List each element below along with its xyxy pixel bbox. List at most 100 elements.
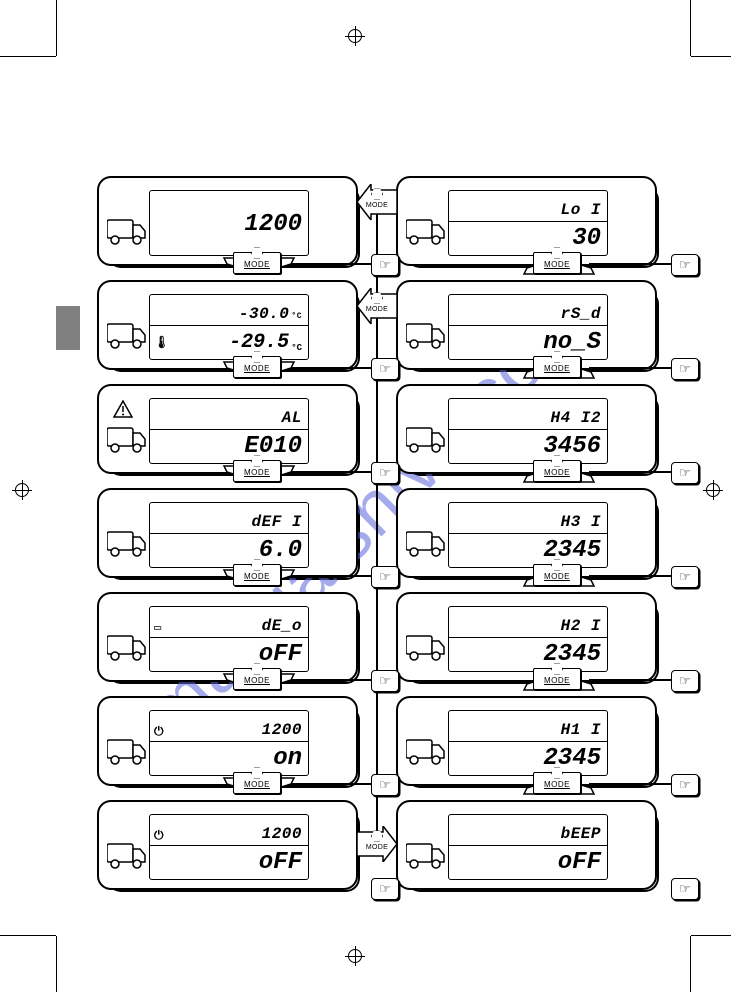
lcd-top-row: Lo I xyxy=(453,195,601,219)
lcd-screen: H4 I2 3456 xyxy=(448,398,608,464)
lcd-bottom-row: oFF xyxy=(453,847,601,877)
lcd-screen: ▭dE_ooFF xyxy=(149,606,309,672)
lcd-top-row: rS_d xyxy=(453,299,601,323)
registration-mark xyxy=(12,480,32,500)
display-panel: AL E010 xyxy=(97,384,358,474)
hand-pointer-button[interactable]: ☞ xyxy=(671,670,699,692)
lcd-bottom-text: 2345 xyxy=(543,641,601,668)
display-panel: ⏻1200 on xyxy=(97,696,358,786)
hand-pointer-button[interactable]: ☞ xyxy=(671,462,699,484)
hand-pointer-button[interactable]: ☞ xyxy=(371,878,399,900)
hand-pointer-button[interactable]: ☞ xyxy=(671,774,699,796)
lcd-screen: ⏻1200 oFF xyxy=(149,814,309,880)
lcd-top-text: AL xyxy=(282,409,302,427)
mode-button[interactable]: MODE xyxy=(533,772,581,794)
lcd-top-row: ⏻1200 xyxy=(154,715,302,739)
lcd-top-text: 1200 xyxy=(262,721,302,739)
lcd-screen: -30.0°C🌡-29.5°C xyxy=(149,294,309,360)
lcd-screen: ⏻1200 on xyxy=(149,710,309,776)
hand-pointer-button[interactable]: ☞ xyxy=(671,254,699,276)
connector-line xyxy=(289,783,371,785)
crop-mark xyxy=(0,56,56,57)
connector-line xyxy=(289,367,371,369)
display-panel: bEEP oFF xyxy=(396,800,657,890)
lcd-bottom-row: oFF xyxy=(154,639,302,669)
page-tab xyxy=(56,306,80,350)
lcd-bottom-row: 3456 xyxy=(453,431,601,461)
lcd-bottom-text: no_S xyxy=(543,329,601,356)
mode-button[interactable]: MODE xyxy=(533,668,581,690)
lcd-top-text: dEF I xyxy=(251,513,302,531)
lcd-bottom-row: 2345 xyxy=(453,743,601,773)
hand-pointer-button[interactable]: ☞ xyxy=(671,878,699,900)
lcd-top-text: -30.0 xyxy=(239,305,290,323)
lcd-top-row: ⏻1200 xyxy=(154,819,302,843)
crop-mark xyxy=(690,936,691,992)
lcd-top-row: H4 I2 xyxy=(453,403,601,427)
lcd-top-row: H3 I xyxy=(453,507,601,531)
hand-pointer-button[interactable]: ☞ xyxy=(371,566,399,588)
lcd-screen: Lo I 30 xyxy=(448,190,608,256)
lcd-screen: H3 I 2345 xyxy=(448,502,608,568)
hand-pointer-button[interactable]: ☞ xyxy=(671,358,699,380)
lcd-bottom-text: 30 xyxy=(572,225,601,252)
lcd-bottom-row: E010 xyxy=(154,431,302,461)
crop-mark xyxy=(691,56,731,57)
lcd-top-row: bEEP xyxy=(453,819,601,843)
crop-mark xyxy=(691,935,731,936)
mode-button[interactable]: MODE xyxy=(233,356,281,378)
connector-line xyxy=(589,471,671,473)
lcd-bottom-text: oFF xyxy=(259,641,302,668)
lcd-top-row: H1 I xyxy=(453,715,601,739)
lcd-bottom-text: oFF xyxy=(558,849,601,876)
mode-button[interactable]: MODE xyxy=(233,564,281,586)
lcd-screen: 1200 xyxy=(149,190,309,256)
lcd-bottom-text: E010 xyxy=(244,433,302,460)
display-panel: -30.0°C🌡-29.5°C xyxy=(97,280,358,370)
lcd-bottom-row: oFF xyxy=(154,847,302,877)
lcd-bottom-text: on xyxy=(273,745,302,772)
hand-pointer-button[interactable]: ☞ xyxy=(371,462,399,484)
hand-pointer-button[interactable]: ☞ xyxy=(371,774,399,796)
display-panel: H4 I2 3456 xyxy=(396,384,657,474)
connector-line xyxy=(589,679,671,681)
diagram-stage: 1200 -30.0°C🌡-29.5°C AL E010 dEF I6.0 ▭dE_ooF… xyxy=(97,176,657,890)
mode-button[interactable]: MODE xyxy=(533,460,581,482)
hand-pointer-button[interactable]: ☞ xyxy=(371,670,399,692)
lcd-bottom-row: 2345 xyxy=(453,535,601,565)
mode-button[interactable]: MODE xyxy=(233,668,281,690)
connector-line xyxy=(289,471,371,473)
mode-arrow-left: MODE xyxy=(355,288,399,324)
display-panel: rS_d no_S xyxy=(396,280,657,370)
mode-button[interactable]: MODE xyxy=(233,252,281,274)
connector-line xyxy=(289,263,371,265)
hand-pointer-button[interactable]: ☞ xyxy=(371,254,399,276)
mode-button[interactable]: MODE xyxy=(533,564,581,586)
display-panel: dEF I6.0 xyxy=(97,488,358,578)
lcd-top-text: 1200 xyxy=(262,825,302,843)
connector-line xyxy=(289,575,371,577)
mode-button[interactable]: MODE xyxy=(533,252,581,274)
lcd-bottom-text: 1200 xyxy=(244,211,302,238)
registration-mark xyxy=(345,26,365,46)
mode-arrow-right: MODE xyxy=(355,826,399,862)
crop-mark xyxy=(56,936,57,992)
connector-line xyxy=(289,679,371,681)
mode-button[interactable]: MODE xyxy=(233,772,281,794)
mode-button[interactable]: MODE xyxy=(533,356,581,378)
connector-line xyxy=(589,575,671,577)
lcd-screen: AL E010 xyxy=(149,398,309,464)
mode-button[interactable]: MODE xyxy=(233,460,281,482)
crop-mark xyxy=(0,935,56,936)
lcd-bottom-row: 2345 xyxy=(453,639,601,669)
hand-pointer-button[interactable]: ☞ xyxy=(371,358,399,380)
registration-mark xyxy=(345,946,365,966)
hand-pointer-button[interactable]: ☞ xyxy=(671,566,699,588)
lcd-bottom-row: 🌡-29.5°C xyxy=(154,327,302,357)
lcd-top-text: H1 I xyxy=(561,721,601,739)
lcd-top-text: bEEP xyxy=(561,825,601,843)
lcd-top-row: AL xyxy=(154,403,302,427)
display-panel: ▭dE_ooFF xyxy=(97,592,358,682)
mode-arrow-left: MODE xyxy=(355,184,399,220)
lcd-top-row: dEF I xyxy=(154,507,302,531)
